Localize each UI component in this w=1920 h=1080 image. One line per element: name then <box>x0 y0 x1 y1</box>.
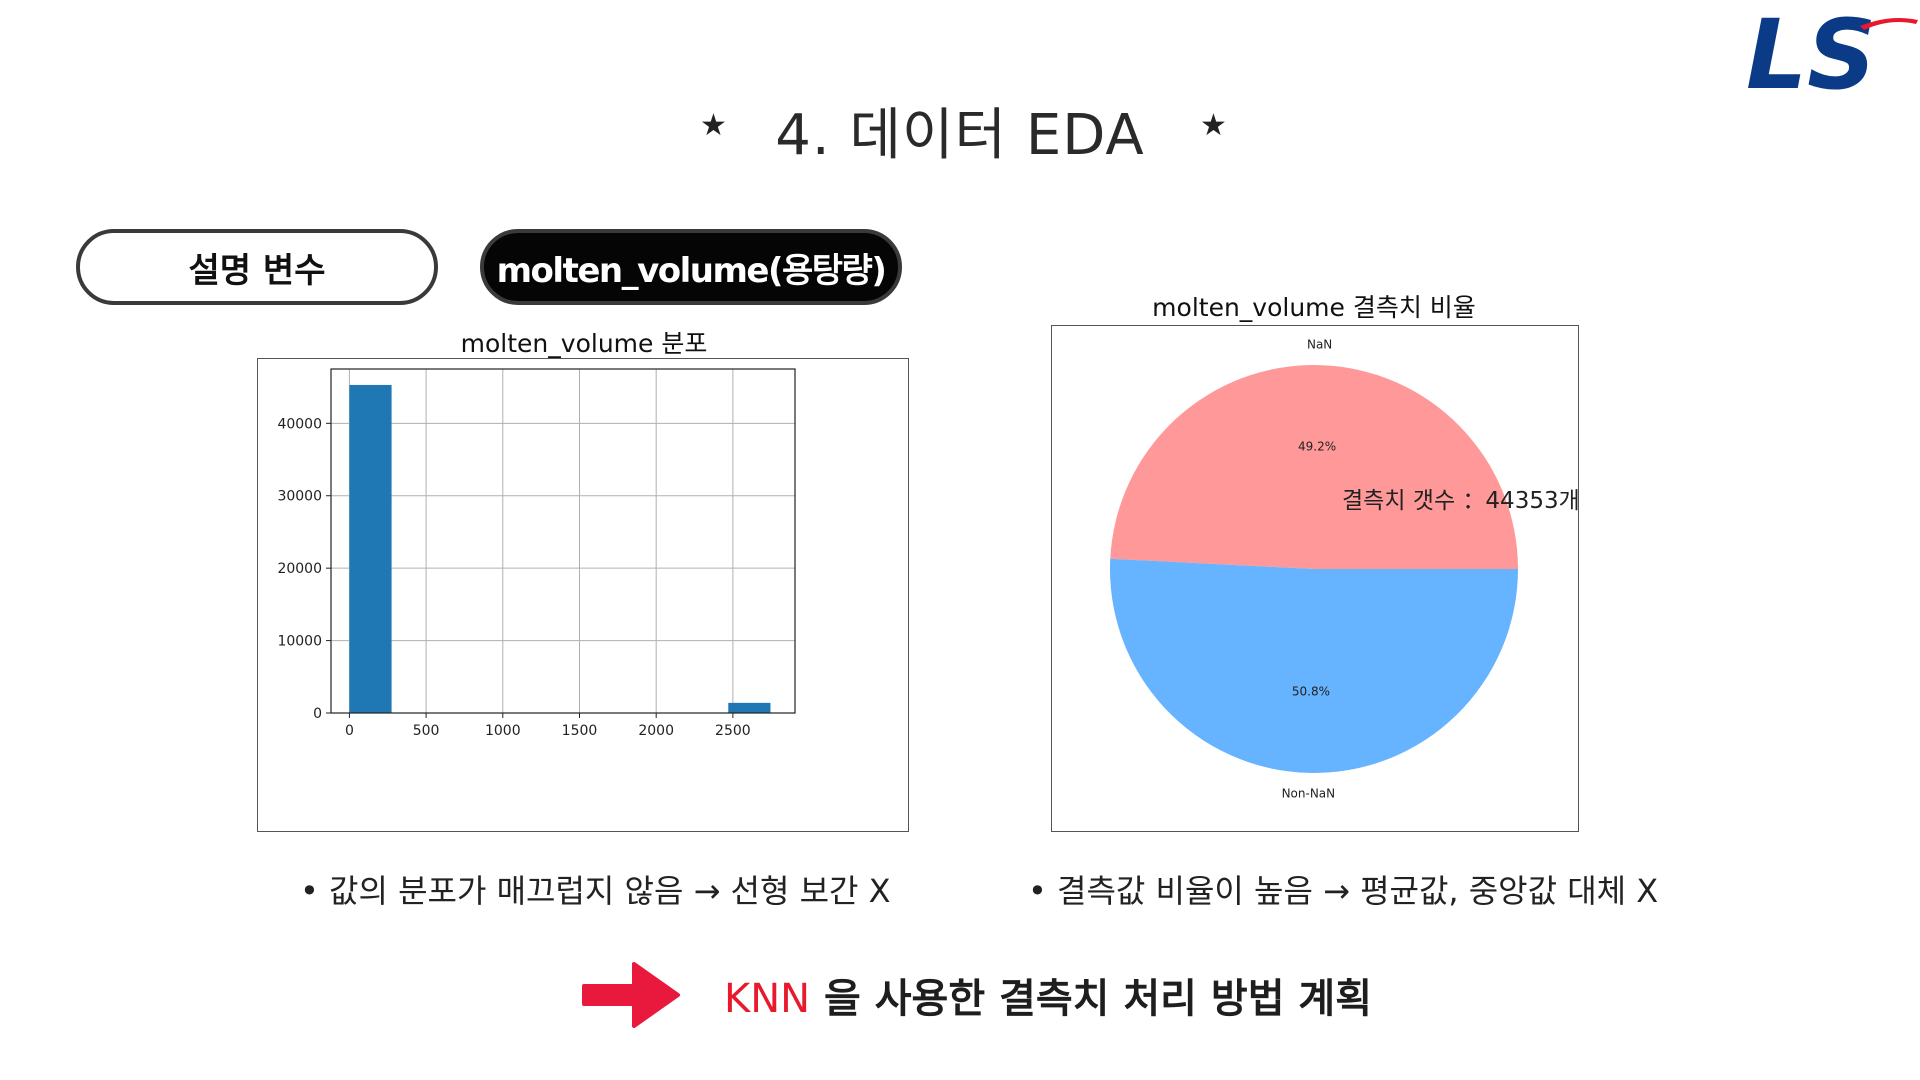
pie-slice <box>1110 364 1518 569</box>
histogram-bar <box>349 384 392 713</box>
conclusion-body: 을 사용한 결측치 처리 방법 계획 <box>810 976 1373 1022</box>
page-title: 4. 데이터 EDA <box>775 103 1145 168</box>
y-tick-label: 20000 <box>277 561 322 577</box>
bullet-left-text: 값의 분포가 매끄럽지 않음 → 선형 보간 X <box>329 872 891 910</box>
pie-pct-label: 50.8% <box>1292 684 1330 698</box>
x-tick-label: 0 <box>345 723 354 739</box>
y-tick-label: 10000 <box>277 634 322 650</box>
arrow-right-icon <box>582 962 680 1028</box>
star-icon: ★ <box>1200 108 1227 143</box>
bullet-right-text: 결측값 비율이 높음 → 평균값, 중앙값 대체 X <box>1057 872 1659 910</box>
bullet-right: • 결측값 비율이 높음 → 평균값, 중앙값 대체 X <box>1028 872 1659 910</box>
conclusion-keyword: KNN <box>724 976 811 1022</box>
y-tick-label: 0 <box>313 706 322 722</box>
star-icon: ★ <box>700 108 727 143</box>
logo-text: LS <box>1746 8 1876 98</box>
variable-pill: 설명 변수 <box>76 229 438 305</box>
pie-label: Non-NaN <box>1282 786 1336 800</box>
histogram-bar <box>728 702 771 713</box>
pie-title: molten_volume 결측치 비율 <box>1152 293 1476 322</box>
x-tick-label: 1500 <box>562 723 598 739</box>
x-tick-label: 2500 <box>715 723 751 739</box>
missing-count-annotation: 결측치 갯수 ：44353개 <box>1342 488 1578 514</box>
histogram-chart: 0 500 1000 1500 2000 2500 0 10000 20000 30000 4000… <box>277 368 796 739</box>
pie-pct-label: 49.2% <box>1298 440 1336 454</box>
y-tick-label: 40000 <box>277 416 322 432</box>
pie-frame: NaN 49.2% Non-NaN 50.8% 결측치 갯수 ：44353개 <box>1051 325 1580 832</box>
x-tick-label: 2000 <box>638 723 674 739</box>
feature-pill: molten_volume(용탕량) <box>480 229 902 305</box>
bullet-left: • 값의 분포가 매끄럽지 않음 → 선형 보간 X <box>300 872 891 910</box>
x-tick-label: 1000 <box>485 723 521 739</box>
pie-slice <box>1110 558 1518 773</box>
histogram-title: molten_volume 분포 <box>460 329 708 358</box>
conclusion-text: KNN 을 사용한 결측치 처리 방법 계획 <box>724 966 1372 1024</box>
histogram-frame: 0 500 1000 1500 2000 2500 0 10000 20000 30000 4000… <box>257 358 909 832</box>
plot-area-border <box>330 368 796 714</box>
logo-swoosh <box>1860 18 1918 30</box>
pie-chart: NaN 49.2% Non-NaN 50.8% 결측치 갯수 ：44353개 <box>1110 338 1580 800</box>
ls-logo: LS <box>1746 8 1918 98</box>
pie-label: NaN <box>1307 338 1332 352</box>
x-tick-label: 500 <box>413 723 440 739</box>
y-tick-label: 30000 <box>277 489 322 505</box>
title-row: ★ 4. 데이터 EDA ★ <box>0 90 1920 170</box>
